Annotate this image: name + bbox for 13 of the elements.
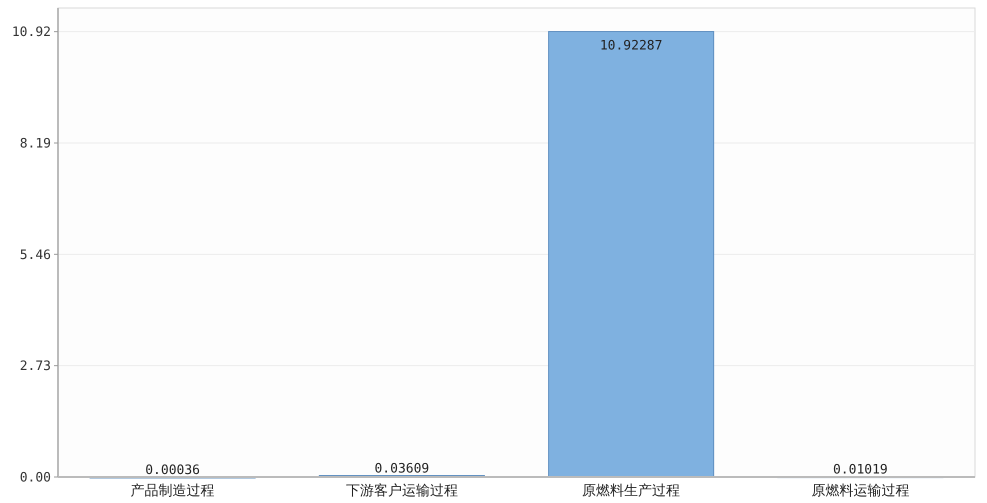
data-label: 0.00036 bbox=[145, 462, 200, 478]
x-tick-label: 产品制造过程 bbox=[130, 483, 215, 499]
y-tick-label: 0.00 bbox=[20, 470, 51, 486]
y-tick-label: 2.73 bbox=[20, 359, 51, 374]
data-label: 0.03609 bbox=[374, 462, 430, 477]
y-tick-label: 5.46 bbox=[20, 248, 51, 263]
y-tick-label: 10.92 bbox=[12, 25, 51, 40]
x-tick-label: 原燃料生产过程 bbox=[582, 483, 680, 499]
x-tick-label: 下游客户运输过程 bbox=[346, 483, 458, 499]
data-label: 10.92287 bbox=[600, 38, 662, 54]
x-tick-label: 原燃料运输过程 bbox=[811, 483, 910, 499]
y-tick-label: 8.19 bbox=[20, 136, 51, 152]
data-label: 0.01019 bbox=[832, 462, 888, 478]
